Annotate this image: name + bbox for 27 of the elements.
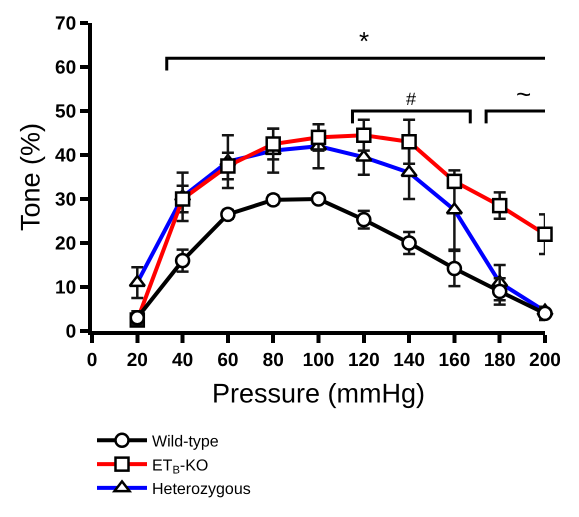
x-axis-title: Pressure (mmHg) bbox=[212, 378, 426, 409]
annotation: * bbox=[359, 26, 370, 56]
x-tick-label: 120 bbox=[348, 350, 380, 371]
x-tick-label: 40 bbox=[172, 350, 194, 371]
legend-label: Wild-type bbox=[152, 434, 219, 451]
x-tick-label: 60 bbox=[217, 350, 238, 371]
y-tick-label: 30 bbox=[55, 190, 76, 211]
annotation: # bbox=[406, 89, 416, 109]
y-tick-label: 10 bbox=[55, 278, 76, 299]
y-tick-label: 40 bbox=[55, 146, 76, 167]
y-tick-label: 50 bbox=[55, 102, 76, 123]
legend-label: ET$_{B}$-KO bbox=[152, 457, 208, 477]
x-tick-label: 140 bbox=[393, 350, 425, 371]
x-tick-label: 20 bbox=[126, 350, 148, 371]
y-tick-label: 70 bbox=[55, 14, 76, 35]
x-tick-label: 180 bbox=[484, 350, 516, 371]
y-tick-label: 60 bbox=[55, 58, 76, 79]
x-tick-label: 0 bbox=[86, 350, 98, 371]
legend-label: Heterozygous bbox=[152, 481, 251, 498]
x-tick-label: 100 bbox=[302, 350, 334, 371]
x-tick-label: 160 bbox=[438, 350, 470, 371]
y-tick-label: 20 bbox=[55, 234, 76, 255]
y-axis-title: Tone (%) bbox=[16, 122, 46, 232]
y-tick-label: 0 bbox=[66, 322, 76, 343]
x-tick-label: 200 bbox=[529, 350, 561, 371]
annotation: ~ bbox=[516, 79, 532, 109]
x-tick-label: 80 bbox=[262, 350, 284, 371]
